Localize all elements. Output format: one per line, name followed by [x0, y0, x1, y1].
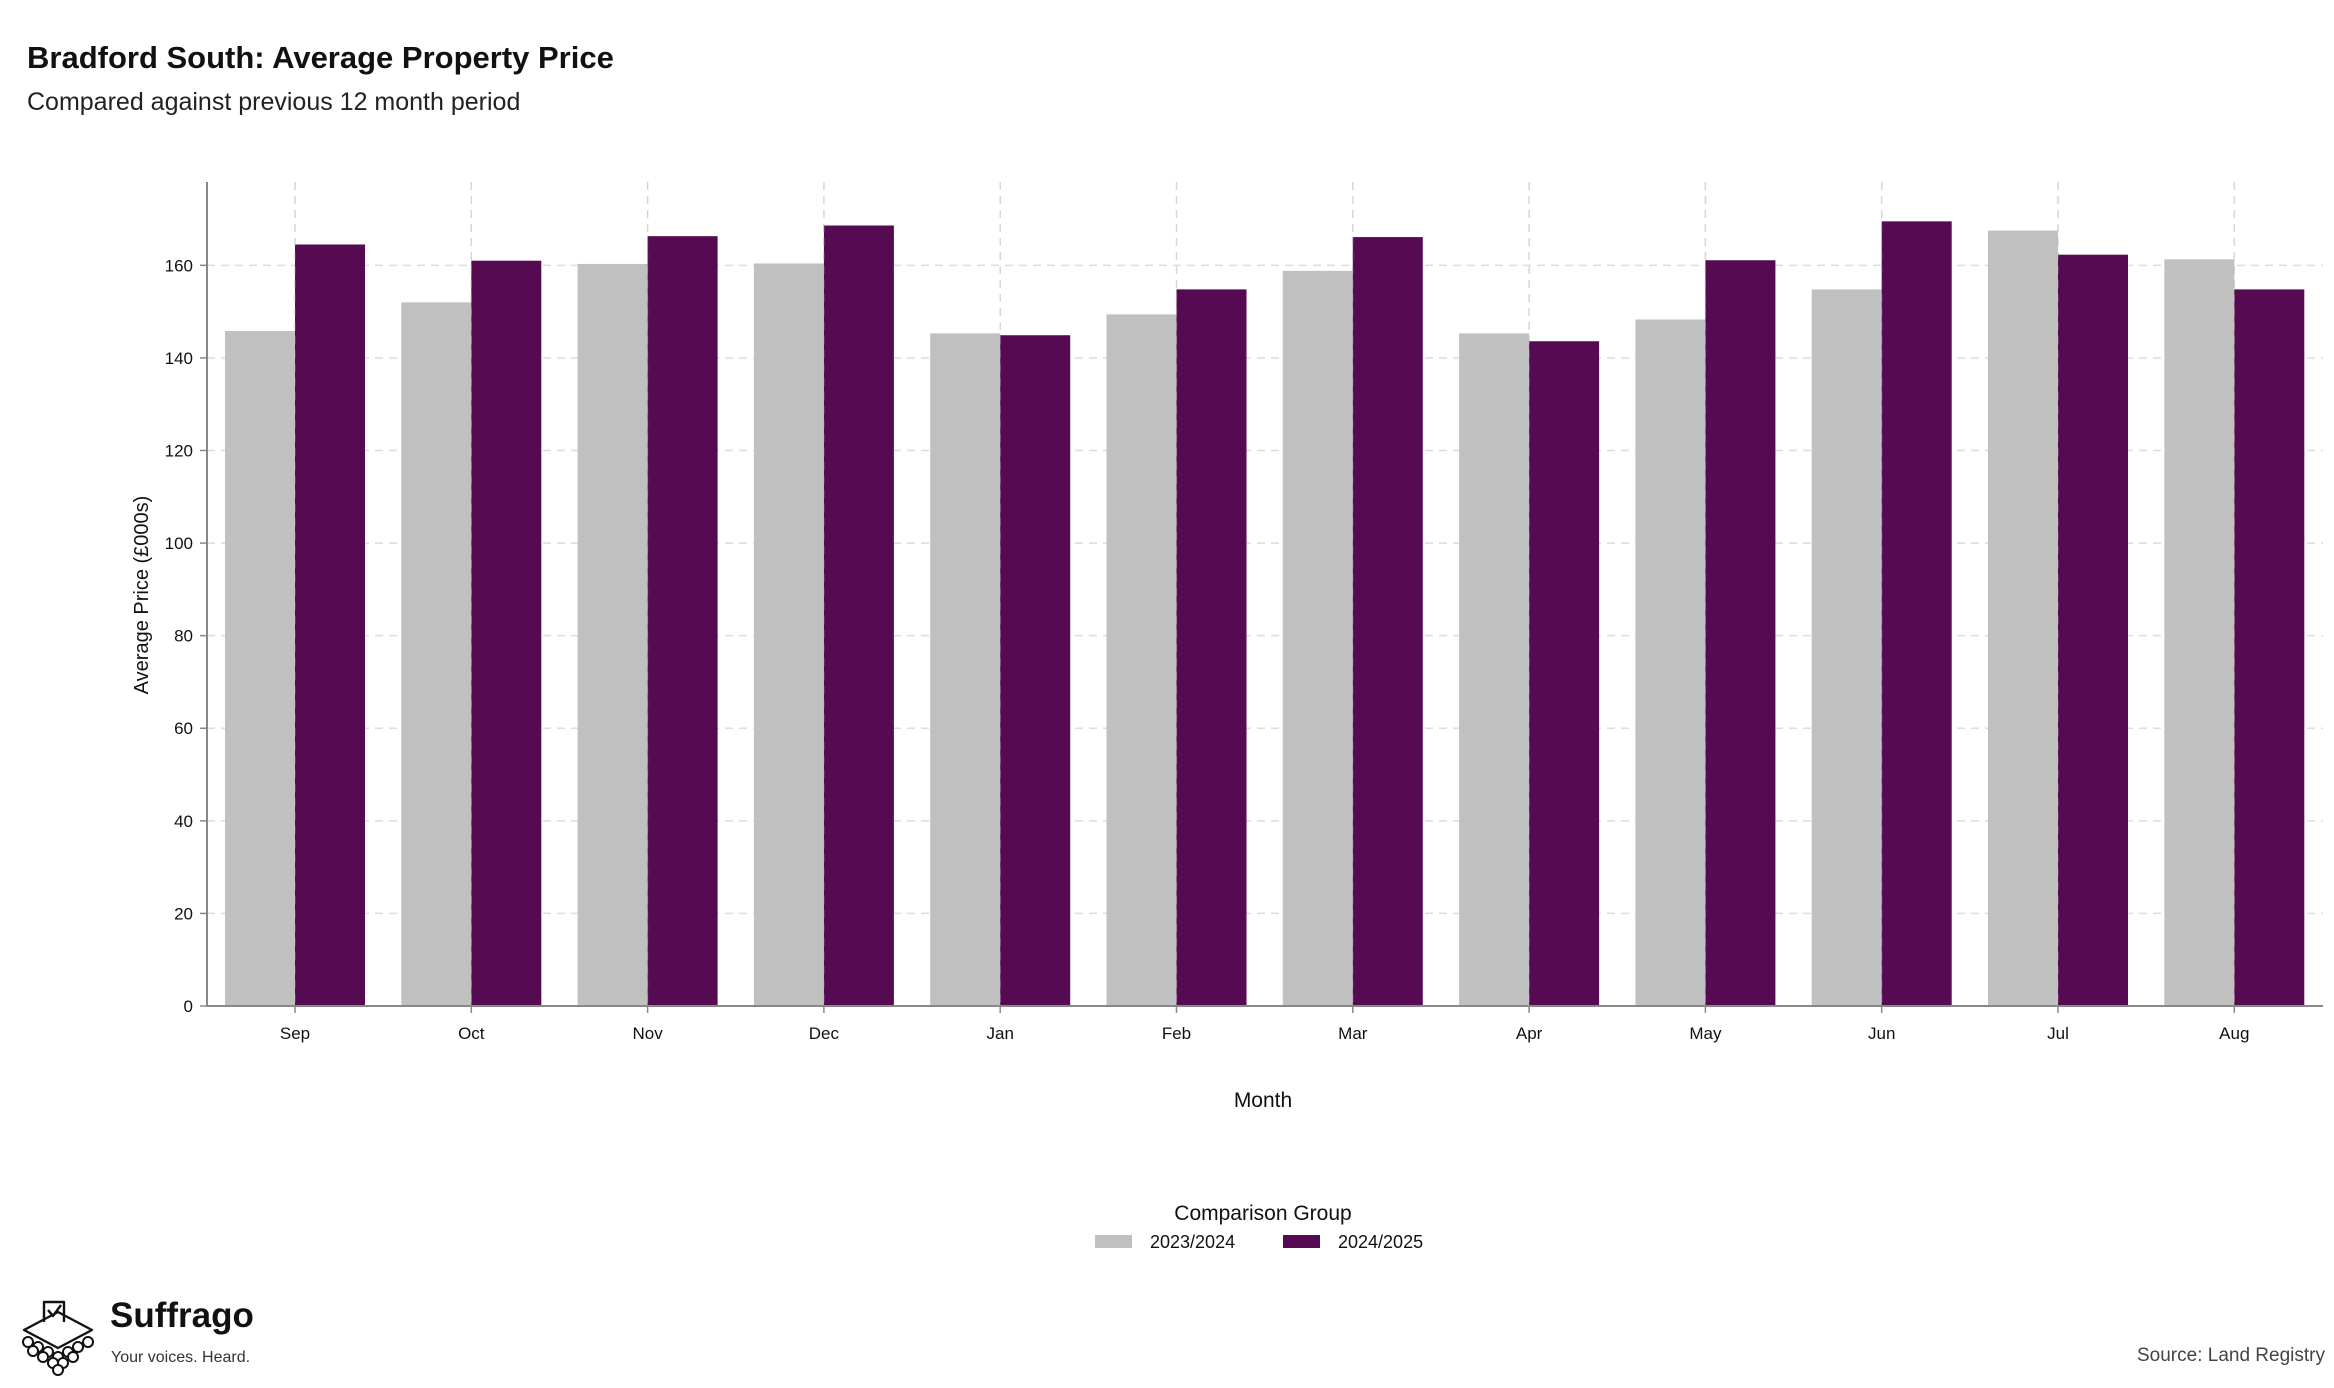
bar-2023-2024-jun: [1811, 289, 1882, 1006]
y-tick-label: 100: [165, 534, 193, 553]
bar-2023-2024-jul: [1988, 230, 2058, 1006]
chart-title: Bradford South: Average Property Price: [27, 40, 614, 75]
x-tick-label: Aug: [2219, 1024, 2249, 1043]
y-tick-label: 120: [165, 441, 193, 460]
y-axis-label: Average Price (£000s): [131, 496, 153, 695]
bar-2023-2024-nov: [577, 263, 648, 1006]
bar-2024-2025-jul: [2058, 254, 2128, 1006]
x-tick-label: Jan: [986, 1024, 1013, 1043]
y-tick-label: 60: [174, 719, 193, 738]
bar-2023-2024-jan: [930, 333, 1001, 1007]
source-note: Source: Land Registry: [2137, 1345, 2325, 1366]
x-tick-label: Oct: [458, 1024, 485, 1043]
bar-2024-2025-feb: [1176, 289, 1247, 1006]
legend: Comparison Group 2023/2024 2024/2025: [1095, 1202, 1423, 1252]
x-tick-label: Mar: [1338, 1024, 1368, 1043]
legend-swatch: [1095, 1235, 1132, 1248]
bar-2024-2025-aug: [2234, 289, 2305, 1006]
x-axis-label: Month: [1234, 1089, 1292, 1112]
x-tick-label: Jun: [1868, 1024, 1895, 1043]
suffrago-logo: Suffrago Your voices. Heard.: [14, 1296, 264, 1380]
bar-2024-2025-apr: [1529, 341, 1600, 1006]
axes: 0 20 40 60 80 100 120 140 160 Sep Oct Nov Dec Jan Feb M…: [165, 182, 2323, 1043]
bar-2024-2025-dec: [823, 225, 894, 1007]
x-tick-label: May: [1689, 1024, 1722, 1043]
bar-2024-2025-oct: [471, 260, 542, 1006]
bar-2023-2024-sep: [225, 331, 295, 1006]
bars: [225, 182, 2305, 1007]
bar-2024-2025-nov: [647, 236, 718, 1006]
bar-2023-2024-apr: [1459, 333, 1530, 1007]
y-tick-label: 160: [165, 256, 193, 275]
y-tick-label: 140: [165, 349, 193, 368]
chart-subtitle: Compared against previous 12 month perio…: [27, 88, 521, 116]
y-tick-label: 80: [174, 627, 193, 646]
bar-2023-2024-dec: [753, 263, 824, 1007]
bar-2023-2024-oct: [401, 302, 472, 1006]
bar-2023-2024-mar: [1282, 270, 1353, 1007]
x-tick-label: Jul: [2047, 1024, 2069, 1043]
bar-2024-2025-jun: [1881, 221, 1952, 1006]
legend-title: Comparison Group: [1174, 1202, 1351, 1225]
x-tick-label: Dec: [809, 1024, 840, 1043]
bar-2023-2024-may: [1635, 319, 1706, 1006]
y-tick-label: 40: [174, 812, 193, 831]
brand-name: Suffrago: [110, 1296, 254, 1335]
y-tick-label: 0: [184, 997, 193, 1016]
bar-2024-2025-may: [1705, 260, 1776, 1006]
legend-label: 2024/2025: [1338, 1232, 1423, 1252]
y-tick-label: 20: [174, 904, 193, 923]
bar-2024-2025-sep: [295, 244, 365, 1006]
bar-2024-2025-mar: [1352, 237, 1423, 1006]
bar-2024-2025-jan: [1000, 335, 1071, 1007]
brand-tagline: Your voices. Heard.: [111, 1349, 251, 1366]
legend-swatch: [1283, 1235, 1320, 1248]
x-tick-label: Apr: [1516, 1024, 1543, 1043]
bar-2023-2024-aug: [2164, 259, 2235, 1006]
bar-chart: 0 20 40 60 80 100 120 140 160 Sep Oct Nov Dec Jan Feb M…: [131, 182, 2323, 1252]
ballot-box-icon: [22, 1300, 94, 1376]
x-tick-label: Feb: [1162, 1024, 1191, 1043]
x-tick-label: Sep: [280, 1024, 310, 1043]
legend-label: 2023/2024: [1150, 1232, 1235, 1252]
x-tick-label: Nov: [632, 1024, 663, 1043]
bar-2023-2024-feb: [1106, 314, 1177, 1006]
